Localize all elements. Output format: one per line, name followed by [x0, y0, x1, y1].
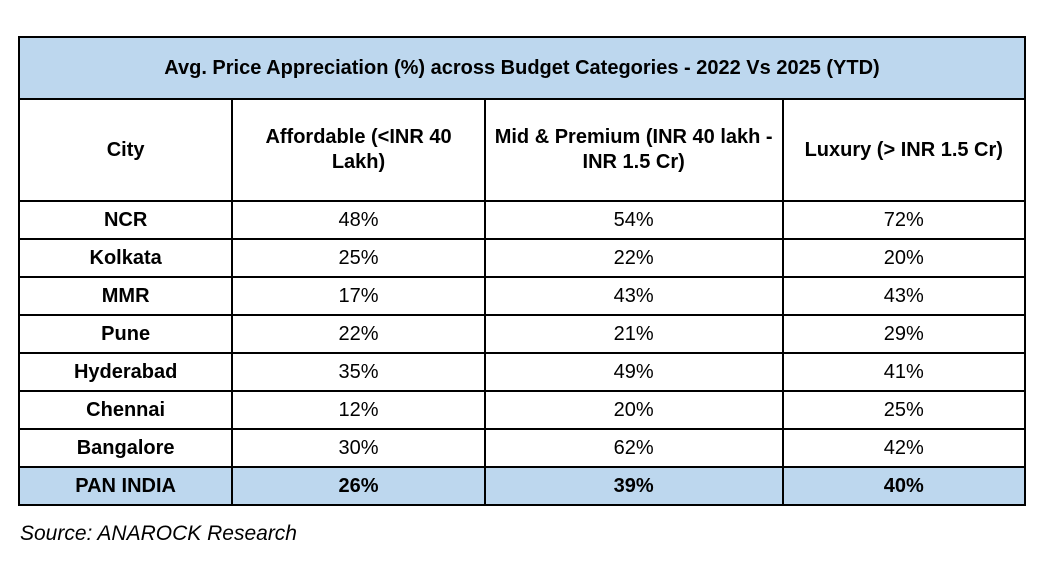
- value-affordable: 48%: [231, 200, 486, 240]
- value-luxury: 40%: [781, 466, 1027, 506]
- table-row-pan-india: PAN INDIA 26% 39% 40%: [17, 466, 1027, 506]
- value-mid-premium: 21%: [483, 314, 784, 354]
- column-header-city: City: [17, 98, 234, 202]
- value-mid-premium: 22%: [483, 238, 784, 278]
- table-row: Hyderabad 35% 49% 41%: [17, 352, 1027, 392]
- value-affordable: 25%: [231, 238, 486, 278]
- city-name: NCR: [17, 200, 234, 240]
- source-attribution: Source: ANAROCK Research: [20, 522, 297, 545]
- value-affordable: 17%: [231, 276, 486, 316]
- value-luxury: 72%: [781, 200, 1027, 240]
- value-mid-premium: 43%: [483, 276, 784, 316]
- city-name: Kolkata: [17, 238, 234, 278]
- value-mid-premium: 49%: [483, 352, 784, 392]
- city-name: Hyderabad: [17, 352, 234, 392]
- table-row: Chennai 12% 20% 25%: [17, 390, 1027, 430]
- city-name: Bangalore: [17, 428, 234, 468]
- value-mid-premium: 20%: [483, 390, 784, 430]
- value-affordable: 35%: [231, 352, 486, 392]
- value-mid-premium: 62%: [483, 428, 784, 468]
- table-row: NCR 48% 54% 72%: [17, 200, 1027, 240]
- value-luxury: 41%: [781, 352, 1027, 392]
- table-row: Kolkata 25% 22% 20%: [17, 238, 1027, 278]
- value-luxury: 29%: [781, 314, 1027, 354]
- table-title-row: Avg. Price Appreciation (%) across Budge…: [18, 36, 1026, 100]
- value-luxury: 43%: [781, 276, 1027, 316]
- table-row: Pune 22% 21% 29%: [17, 314, 1027, 354]
- city-name: MMR: [17, 276, 234, 316]
- value-affordable: 12%: [231, 390, 486, 430]
- column-header-affordable: Affordable (<INR 40 Lakh): [231, 98, 486, 202]
- table-row: Bangalore 30% 62% 42%: [17, 428, 1027, 468]
- value-luxury: 20%: [781, 238, 1027, 278]
- value-affordable: 22%: [231, 314, 486, 354]
- table-header-row: City Affordable (<INR 40 Lakh) Mid & Pre…: [17, 98, 1027, 202]
- city-name: PAN INDIA: [17, 466, 234, 506]
- city-name: Pune: [17, 314, 234, 354]
- value-affordable: 30%: [231, 428, 486, 468]
- value-luxury: 25%: [781, 390, 1027, 430]
- table-row: MMR 17% 43% 43%: [17, 276, 1027, 316]
- column-header-luxury: Luxury (> INR 1.5 Cr): [781, 98, 1027, 202]
- price-appreciation-table: Avg. Price Appreciation (%) across Budge…: [17, 36, 1027, 506]
- value-mid-premium: 39%: [483, 466, 784, 506]
- column-header-mid-premium: Mid & Premium (INR 40 lakh - INR 1.5 Cr): [483, 98, 784, 202]
- table-title: Avg. Price Appreciation (%) across Budge…: [18, 36, 1026, 100]
- value-affordable: 26%: [231, 466, 486, 506]
- city-name: Chennai: [17, 390, 234, 430]
- value-mid-premium: 54%: [483, 200, 784, 240]
- value-luxury: 42%: [781, 428, 1027, 468]
